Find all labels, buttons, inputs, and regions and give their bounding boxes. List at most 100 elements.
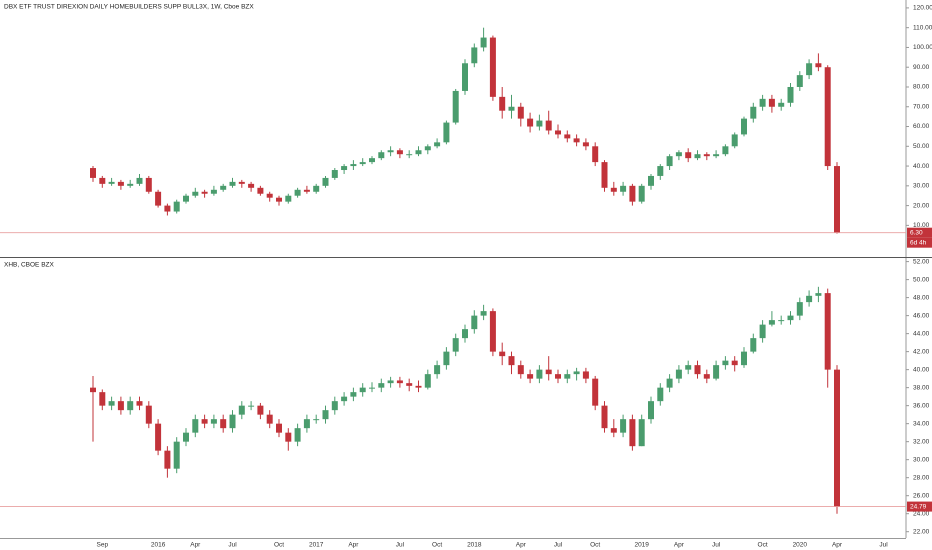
candle-body [536, 120, 543, 127]
y-tick-label: 44.00 [913, 330, 930, 337]
y-tick-label: 20.00 [913, 202, 930, 209]
candle-body [266, 193, 273, 198]
candle-body [415, 150, 422, 155]
candle-body [108, 401, 115, 406]
candle-body [183, 195, 189, 202]
candle-body [210, 419, 217, 424]
x-tick-label: Jul [396, 542, 405, 549]
candle-body [545, 369, 552, 375]
candle-body [778, 102, 785, 107]
candle-body [629, 419, 636, 447]
candle-body [192, 191, 199, 196]
candle-body [806, 295, 813, 303]
candle-body [703, 374, 710, 379]
candle-body [117, 401, 124, 411]
candle-body [99, 392, 106, 406]
y-tick-label: 60.00 [913, 123, 930, 130]
candle-body [359, 162, 366, 165]
y-tick-label: 36.00 [913, 402, 930, 409]
candle-body [248, 405, 255, 407]
candle-body [703, 154, 710, 157]
candle-body [285, 432, 292, 442]
candle-body [610, 428, 617, 433]
candle-body [759, 98, 766, 107]
candle-body [396, 150, 403, 155]
candle-body [229, 414, 236, 429]
candle-body [694, 365, 701, 375]
candle-body [136, 401, 143, 406]
candle-body [257, 405, 264, 415]
candle-body [750, 106, 757, 119]
x-tick-label: Jul [712, 542, 721, 549]
candle-body [331, 401, 338, 411]
candle-body [220, 419, 227, 429]
candle-body [592, 378, 599, 406]
candle-body [536, 369, 543, 379]
candle-body [824, 67, 831, 167]
y-tick-label: 90.00 [913, 64, 930, 71]
x-tick-label: Apr [832, 542, 843, 549]
candle-body [480, 311, 487, 316]
candle-body [824, 293, 831, 370]
bottom-pane-title: XHB, CBOE BZX [4, 262, 55, 269]
last-price-label: 6.30 [910, 229, 923, 236]
x-tick-label: Apr [348, 542, 359, 549]
y-tick-label: 46.00 [913, 312, 930, 319]
y-tick-label: 34.00 [913, 420, 930, 427]
y-tick-label: 70.00 [913, 103, 930, 110]
candle-body [164, 205, 171, 212]
candle-body [750, 338, 757, 352]
y-tick-label: 24.00 [913, 510, 930, 517]
candle-body [303, 189, 310, 192]
candle-body [294, 189, 301, 196]
candle-body [657, 166, 664, 176]
candle-body [257, 187, 264, 194]
candle-body [517, 365, 524, 375]
candle-body [145, 405, 152, 424]
candle-body [489, 37, 496, 97]
candle-body [173, 201, 180, 212]
candle-body [173, 441, 180, 469]
candle-body [480, 37, 487, 48]
candle-body [834, 166, 840, 233]
x-tick-label: 2016 [151, 542, 166, 549]
y-tick-label: 40.00 [913, 163, 930, 170]
candle-body [369, 158, 375, 163]
candle-body [620, 185, 627, 192]
candle-body [573, 138, 580, 143]
candle-body [741, 118, 747, 135]
candle-body [638, 185, 645, 202]
candle-body [313, 419, 320, 421]
x-tick-label: Apr [516, 542, 527, 549]
candle-body [759, 324, 766, 339]
x-tick-label: Oct [274, 542, 284, 549]
candle-body [629, 185, 636, 202]
candle-body [452, 90, 459, 123]
candle-body [396, 380, 403, 384]
x-tick-label: 2020 [793, 542, 808, 549]
candle-body [555, 374, 561, 379]
candle-body [313, 185, 320, 192]
y-tick-label: 50.00 [913, 276, 930, 283]
candle-body [220, 185, 227, 190]
candle-body [443, 122, 450, 143]
candle-body [787, 315, 794, 321]
candle-body [285, 195, 292, 202]
candle-body [434, 365, 441, 375]
candle-body [415, 385, 422, 388]
candle-body [359, 387, 366, 393]
candle-body [164, 450, 171, 469]
candle-body [99, 177, 106, 184]
y-tick-label: 42.00 [913, 348, 930, 355]
candle-body [648, 175, 654, 186]
x-tick-label: 2019 [634, 542, 649, 549]
countdown-box [907, 237, 932, 248]
candle-body [508, 356, 515, 366]
y-tick-label: 10.00 [913, 222, 930, 229]
candle-body [452, 338, 459, 352]
candle-body [471, 47, 478, 64]
candle-body [238, 181, 245, 184]
candle-body [155, 423, 162, 451]
